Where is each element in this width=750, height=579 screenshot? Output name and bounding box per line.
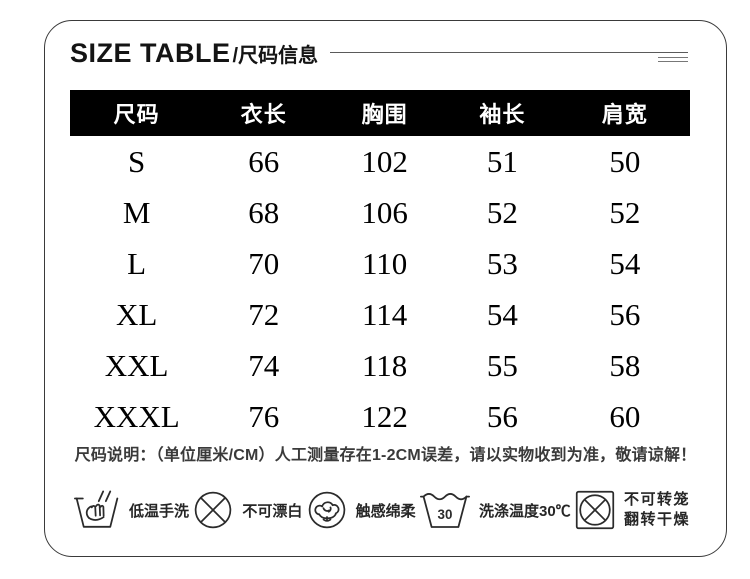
- header-length: 衣长: [203, 90, 325, 136]
- cell-shoulder: 58: [609, 347, 641, 383]
- cell-bust: 118: [361, 347, 408, 383]
- care-label: 不可漂白: [242, 502, 303, 520]
- table-row: XXXL 76 122 56 60: [70, 391, 690, 442]
- cell-size: XL: [115, 296, 158, 332]
- header-sleeve: 袖长: [445, 90, 560, 136]
- title-rule-end-line-2: [658, 61, 688, 62]
- care-item-soft-cotton: 触感绵柔: [307, 490, 416, 530]
- cell-bust: 106: [361, 194, 408, 230]
- table-row: L 70 110 53 54: [70, 238, 690, 289]
- care-item-no-tumble-dry: 不可转笼 翻转干燥: [575, 490, 690, 531]
- care-label: 低温手洗: [129, 502, 190, 520]
- cell-bust: 110: [361, 245, 408, 281]
- size-table: 尺码 衣长 胸围 袖长 肩宽 S 66 102 51 50 M 68 106 5…: [70, 90, 690, 442]
- cell-sleeve: 53: [486, 245, 518, 281]
- care-label: 不可转笼 翻转干燥: [624, 490, 690, 531]
- cell-length: 76: [248, 398, 280, 434]
- cell-length: 70: [248, 245, 280, 281]
- table-row: XL 72 114 54 56: [70, 289, 690, 340]
- title-row: SIZE TABLE /尺码信息: [70, 38, 688, 68]
- cell-bust: 114: [361, 296, 408, 332]
- table-row: XXL 74 118 55 58: [70, 340, 690, 391]
- cell-sleeve: 52: [486, 194, 518, 230]
- header-bust: 胸围: [324, 90, 446, 136]
- cell-size: M: [122, 194, 151, 230]
- title-rule-end-line-1: [658, 57, 688, 58]
- cell-shoulder: 50: [609, 143, 641, 179]
- cell-shoulder: 54: [609, 245, 641, 281]
- care-label-line1: 不可转笼: [623, 490, 690, 508]
- no-tumble-dry-icon: [575, 490, 615, 530]
- cell-length: 72: [248, 296, 280, 332]
- cell-size: S: [128, 143, 146, 179]
- care-label: 洗涤温度30℃: [478, 502, 571, 520]
- table-header-row: 尺码 衣长 胸围 袖长 肩宽: [70, 90, 690, 136]
- cell-sleeve: 56: [486, 398, 518, 434]
- cell-shoulder: 60: [609, 398, 641, 434]
- cell-length: 68: [248, 194, 280, 230]
- cell-sleeve: 55: [486, 347, 518, 383]
- page-title-zh: /尺码信息: [232, 44, 319, 67]
- care-item-wash-temp-30: 30 洗涤温度30℃: [419, 489, 571, 531]
- care-label: 触感绵柔: [355, 502, 416, 520]
- care-instructions-row: 低温手洗 不可漂白 触感绵柔: [74, 481, 690, 539]
- no-bleach-icon: [195, 491, 232, 529]
- size-note: 尺码说明：（单位厘米/CM）人工测量存在1-2CM误差，请以实物收到为准，敬请谅…: [74, 447, 697, 464]
- cell-shoulder: 52: [609, 194, 641, 230]
- cell-sleeve: 51: [486, 143, 518, 179]
- wash-temp-value: 30: [438, 507, 453, 522]
- cell-length: 66: [248, 143, 280, 179]
- cell-length: 74: [248, 347, 280, 383]
- cell-size: L: [127, 245, 147, 281]
- care-item-no-bleach: 不可漂白: [193, 490, 302, 530]
- title-rule: [330, 52, 688, 68]
- care-label-line2: 翻转干燥: [623, 511, 690, 528]
- cell-shoulder: 56: [609, 296, 641, 332]
- header-size: 尺码: [70, 90, 204, 136]
- cell-size: XXXL: [93, 398, 180, 434]
- cell-size: XXL: [104, 347, 169, 383]
- cell-bust: 102: [361, 143, 408, 179]
- wash-temp-30-icon: 30: [419, 493, 470, 528]
- care-item-hand-wash: 低温手洗: [74, 489, 189, 531]
- cell-sleeve: 54: [486, 296, 518, 332]
- title-rule-line: [330, 52, 688, 53]
- page-title-en: SIZE TABLE: [70, 37, 231, 68]
- soft-cotton-icon: [308, 491, 345, 529]
- cell-bust: 122: [361, 398, 408, 434]
- table-row: M 68 106 52 52: [70, 187, 690, 238]
- hand-wash-icon: [74, 490, 119, 528]
- table-row: S 66 102 51 50: [70, 136, 690, 187]
- header-shoulder: 肩宽: [559, 90, 690, 136]
